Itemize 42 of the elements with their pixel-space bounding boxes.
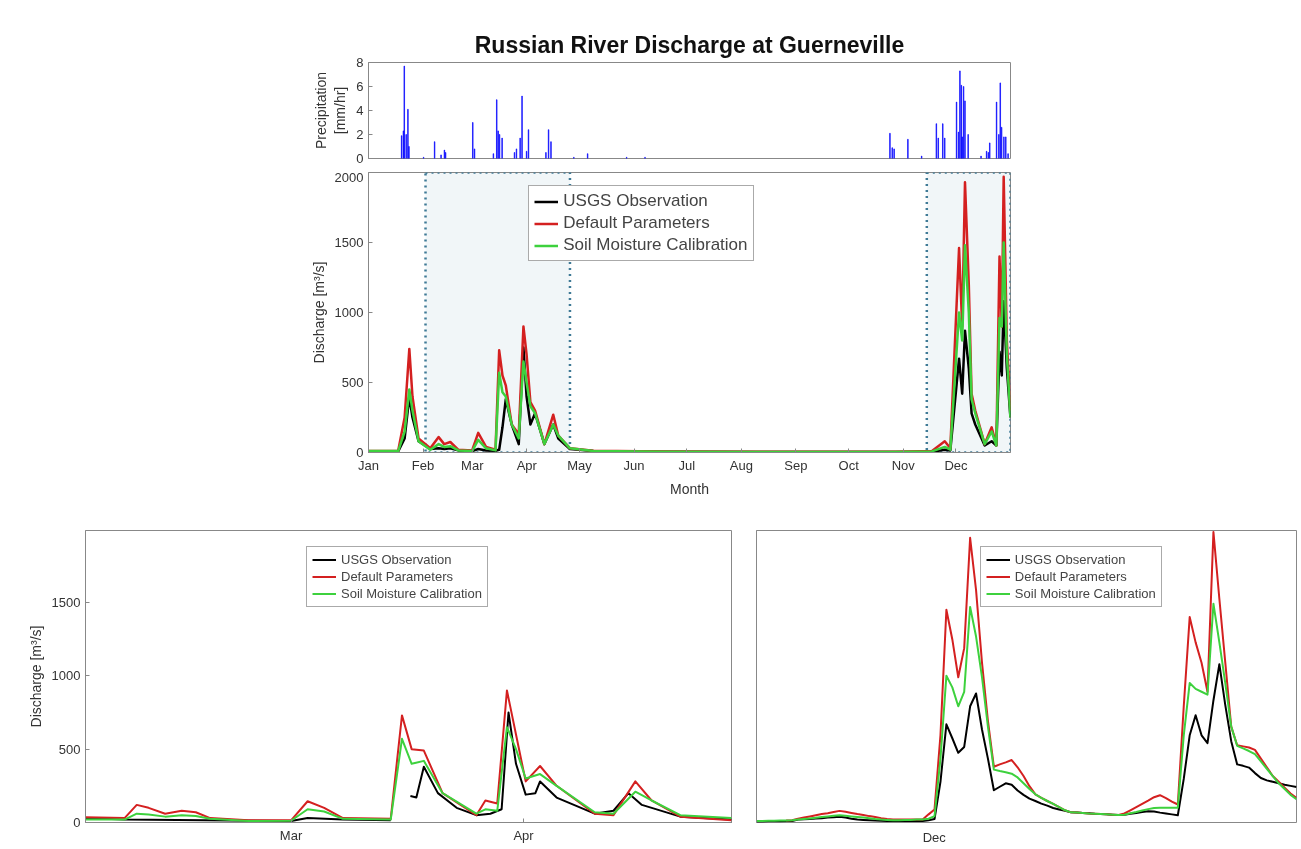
y-tick-label: 2000 [334,169,364,185]
x-tick-label: Mar [461,457,485,473]
y-tick-label: 1500 [51,594,81,610]
x-tick-label: Oct [838,457,860,473]
x-tick-label: Sep [784,457,808,473]
legend-label: Default Parameters [1014,569,1127,584]
y-tick-label: 1000 [51,668,81,684]
x-axis-title: Month [670,480,709,497]
chart-title: Russian River Discharge at Guerneville [474,31,905,58]
legend-label: Soil Moisture Calibration [1014,586,1156,601]
y-axis-title: Precipitation [mm/hr] [313,71,349,150]
x-tick-label: Apr [516,457,538,473]
y-tick-label: 0 [356,151,364,166]
x-tick-label: Mar [279,827,303,843]
y-tick-label: 0 [73,815,81,830]
y-tick-label: 0 [356,445,364,460]
legend-label: Soil Moisture Calibration [563,235,748,255]
y-tick-label: 1500 [334,235,364,250]
x-tick-label: Apr [513,827,535,843]
y-tick-label: 4 [356,103,364,118]
y-tick-label: 500 [58,741,81,757]
y-tick-label: 500 [341,375,364,390]
legend-label: Default Parameters [341,569,453,584]
legend-label: USGS Observation [1014,552,1126,567]
y-tick-label: 1000 [334,305,364,320]
y-tick-label: 2 [356,127,364,142]
x-tick-label: Nov [891,457,916,473]
legend-label: Soil Moisture Calibration [341,586,482,601]
x-tick-label: Jan [358,457,379,473]
y-axis-title: Discharge [m³/s] [27,625,44,728]
x-tick-label: Jul [678,457,696,473]
x-tick-label: Feb [411,457,435,473]
y-axis-title: Discharge [m³/s] [310,261,327,364]
legend-label: Default Parameters [563,213,710,233]
x-tick-label: Aug [729,457,753,473]
y-tick-label: 6 [356,79,364,94]
x-tick-label: Dec [944,457,969,473]
legend-label: USGS Observation [563,191,708,211]
x-tick-label: Jun [623,457,645,473]
y-tick-label: 8 [356,55,364,70]
x-tick-label: May [567,457,593,473]
legend-label: USGS Observation [341,552,452,567]
